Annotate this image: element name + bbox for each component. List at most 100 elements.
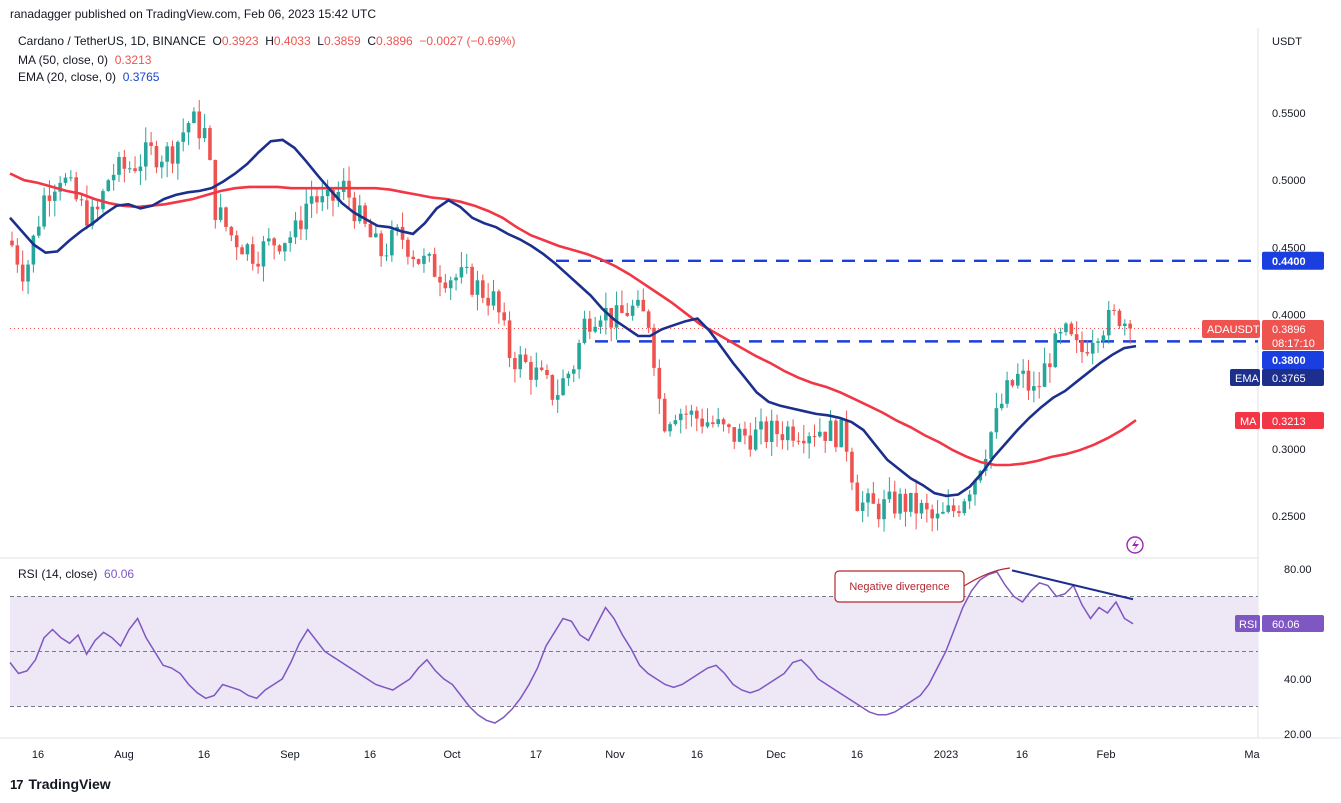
- rsi-tag-text: RSI: [1239, 619, 1257, 631]
- candle-body: [523, 354, 528, 363]
- candle-body: [796, 440, 801, 442]
- candle-body: [170, 146, 175, 164]
- ema-legend[interactable]: EMA (20, close, 0) 0.3765: [18, 70, 159, 84]
- ma-legend[interactable]: MA (50, close, 0) 0.3213: [18, 53, 151, 67]
- rsi-tick-label: 40.00: [1284, 674, 1312, 686]
- candle-body: [577, 342, 581, 370]
- candle-body: [1053, 333, 1058, 368]
- candle-body: [31, 235, 36, 265]
- candle-body: [850, 451, 854, 483]
- candle-body: [229, 226, 234, 236]
- ema-legend-value: 0.3765: [122, 70, 160, 84]
- candle-body: [422, 255, 426, 264]
- ma-legend-label: MA (50, close, 0): [18, 53, 109, 67]
- candle-body: [828, 420, 833, 441]
- time-tick-label: 16: [198, 749, 210, 761]
- candle-body: [475, 280, 480, 295]
- price-tick-label: 0.4000: [1272, 310, 1306, 322]
- candle-body: [775, 420, 779, 435]
- ohlc-l-label: L: [317, 34, 324, 48]
- candle-body: [689, 410, 694, 415]
- candle-body: [438, 276, 442, 283]
- candle-body: [127, 168, 132, 170]
- ema-tag-text: EMA: [1235, 373, 1260, 385]
- price-tick-label: 0.3000: [1272, 444, 1306, 456]
- candle-body: [69, 177, 73, 179]
- ma-tag-text: MA: [1240, 416, 1257, 428]
- candle-body: [470, 266, 474, 295]
- candle-body: [1016, 373, 1020, 386]
- candle-body: [598, 320, 603, 327]
- candle-body: [497, 291, 501, 313]
- candle-body: [374, 233, 378, 238]
- candle-body: [909, 492, 913, 512]
- candle-body: [1074, 334, 1079, 341]
- candle-body: [95, 206, 100, 210]
- time-tick-label: Feb: [1097, 749, 1116, 761]
- negative-divergence-annotation: Negative divergence: [834, 570, 965, 603]
- rsi-value-text: 60.06: [1272, 619, 1300, 631]
- candle-body: [636, 299, 640, 306]
- candle-body: [74, 177, 78, 200]
- candle-body: [502, 312, 506, 321]
- candle-body: [871, 493, 876, 504]
- candle-body: [673, 420, 678, 425]
- currency-label: USDT: [1272, 36, 1302, 48]
- candle-body: [780, 434, 785, 441]
- candle-body: [534, 367, 539, 380]
- time-tick-label: 16: [32, 749, 44, 761]
- candle-body: [1010, 380, 1015, 386]
- time-tick-label: 16: [691, 749, 703, 761]
- time-axis[interactable]: 16 Aug 16 Sep 16 Oct 17 Nov 16 Dec 16 2023 16 Feb Ma: [32, 749, 1261, 761]
- candle-body: [705, 422, 710, 427]
- candle-body: [582, 318, 587, 343]
- candle-body: [176, 141, 180, 164]
- last-price-tag: [1262, 320, 1324, 350]
- candle-body: [320, 196, 325, 203]
- rsi-legend[interactable]: RSI (14, close) 60.06: [18, 567, 134, 581]
- candle-body: [866, 493, 870, 503]
- candle-body: [283, 243, 287, 252]
- candle-body: [507, 320, 512, 359]
- rsi-tick-label: 80.00: [1284, 564, 1312, 576]
- candle-body: [935, 513, 940, 519]
- candle-body: [448, 280, 453, 289]
- candle-body: [272, 238, 276, 246]
- candle-body: [1064, 323, 1068, 333]
- symbol-tag: [1202, 320, 1260, 338]
- candle-body: [737, 428, 742, 442]
- candle-body: [818, 431, 822, 437]
- price-tick-label: 0.4500: [1272, 242, 1306, 254]
- candle-body: [138, 166, 143, 172]
- ohlc-c-label: C: [367, 34, 377, 48]
- candle-body: [844, 419, 849, 452]
- candle-body: [336, 191, 341, 201]
- candle-body: [753, 429, 758, 450]
- price-tags: 0.4400 ADAUSDT 0.3896 08:17:10 0.3800 EMA 0.37…: [1202, 251, 1324, 632]
- candle-body: [994, 408, 999, 433]
- level-tag-0.3800: [1262, 351, 1324, 369]
- candle-body: [106, 180, 111, 192]
- candle-body: [406, 239, 410, 257]
- ohlc-open: 0.3923: [221, 34, 259, 48]
- candle-body: [614, 305, 619, 328]
- annotation-box: [834, 570, 965, 603]
- ema-20-line: [9, 138, 1137, 498]
- rsi-tick-label: 20.00: [1284, 729, 1312, 741]
- candle-body: [834, 420, 838, 448]
- candle-body: [267, 238, 271, 242]
- candle-body: [213, 159, 218, 220]
- candle-body: [646, 311, 651, 328]
- candle-body: [513, 358, 517, 370]
- candle-body: [261, 241, 266, 267]
- candle-body: [304, 203, 309, 230]
- candle-body: [299, 220, 303, 230]
- candle-body: [90, 206, 95, 226]
- tradingview-logo[interactable]: 17 TradingView: [10, 776, 111, 792]
- price-axis[interactable]: USDT 0.5500 0.5000 0.4500 0.4000 0.3000 0.2500: [1272, 36, 1306, 523]
- ema-value-tag: [1262, 369, 1324, 386]
- candle-body: [1112, 309, 1116, 311]
- candle-body: [1048, 363, 1052, 368]
- candle-body: [379, 233, 383, 257]
